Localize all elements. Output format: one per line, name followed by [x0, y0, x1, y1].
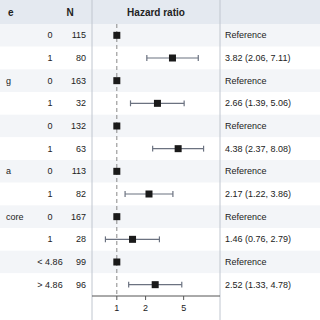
group-value: 0 [47, 30, 52, 40]
ci-cap [159, 236, 160, 242]
row-count: 28 [76, 234, 86, 244]
ci-cap [184, 100, 185, 106]
row-background [0, 137, 320, 160]
row-count: 82 [76, 189, 86, 199]
estimate-marker [113, 32, 120, 39]
estimate-label: Reference [225, 212, 267, 222]
plot-marks [105, 24, 203, 296]
estimate-label: 2.52 (1.33, 4.78) [225, 280, 291, 290]
column-header: N [66, 7, 73, 18]
estimate-marker [113, 123, 120, 130]
header-background [0, 0, 320, 24]
row-count: 99 [76, 257, 86, 267]
row-count: 80 [76, 53, 86, 63]
row-background [0, 251, 320, 274]
chart-container: eNHazard ratio0115Reference1803.82 (2.06… [0, 0, 320, 320]
estimate-marker [145, 191, 152, 198]
row-count: 132 [71, 121, 86, 131]
row-background [0, 273, 320, 296]
ci-cap [181, 282, 182, 288]
x-axis: 1 2 5 [92, 296, 220, 313]
group-value: 0 [47, 76, 52, 86]
row-count: 32 [76, 98, 86, 108]
row-count: 63 [76, 144, 86, 154]
page: {"chart_data": { "type": "forest", "head… [0, 0, 320, 320]
group-value: > 4.86 [37, 280, 62, 290]
ci-cap [203, 146, 204, 152]
row-background [0, 160, 320, 183]
row-background [0, 228, 320, 251]
row-background [0, 115, 320, 138]
row-count: 167 [71, 212, 86, 222]
ci-cap [128, 282, 129, 288]
estimate-marker [154, 100, 161, 107]
axis-line [92, 296, 220, 297]
group-value: < 4.86 [37, 257, 62, 267]
estimate-label: Reference [225, 30, 267, 40]
group-label: a [6, 166, 11, 176]
estimate-marker [175, 145, 182, 152]
column-separator [92, 0, 93, 320]
tick-mark [145, 296, 146, 300]
estimate-label: 4.38 (2.37, 8.08) [225, 144, 291, 154]
ci-cap [105, 236, 106, 242]
column-header: e [8, 7, 14, 18]
estimate-label: Reference [225, 76, 267, 86]
ci-cap [146, 55, 147, 61]
tick-mark [183, 296, 184, 300]
row-background [0, 205, 320, 228]
group-value: 0 [47, 121, 52, 131]
estimate-marker [169, 55, 176, 62]
group-value: 1 [47, 144, 52, 154]
reference-line [116, 24, 117, 296]
estimate-label: 3.82 (2.06, 7.11) [225, 53, 290, 63]
group-value: 1 [47, 53, 52, 63]
group-value: 0 [47, 212, 52, 222]
group-value: 0 [47, 166, 52, 176]
group-label: g [6, 76, 11, 86]
ci-cap [130, 100, 131, 106]
row-background [0, 183, 320, 206]
ci-cap [172, 191, 173, 197]
ci-cap [198, 55, 199, 61]
ci-cap [124, 191, 125, 197]
row-texts: 0115Reference1803.82 (2.06, 7.11)g0163Re… [6, 30, 291, 289]
estimate-label: 2.66 (1.39, 5.06) [225, 98, 291, 108]
tick-label: 1 [114, 303, 119, 313]
row-background [0, 24, 320, 47]
group-value: 1 [47, 98, 52, 108]
tick-label: 5 [181, 303, 186, 313]
row-count: 113 [72, 166, 86, 176]
estimate-marker [129, 236, 136, 243]
row-background [0, 92, 320, 115]
estimate-marker [152, 281, 159, 288]
estimate-label: 2.17 (1.22, 3.86) [225, 189, 291, 199]
estimate-label: Reference [225, 166, 267, 176]
row-count: 115 [72, 30, 86, 40]
column-header: Hazard ratio [127, 7, 185, 18]
row-count: 96 [76, 280, 86, 290]
estimate-label: 1.46 (0.76, 2.79) [225, 234, 291, 244]
group-value: 1 [47, 189, 52, 199]
row-backgrounds [0, 0, 320, 296]
estimate-marker [113, 168, 120, 175]
estimate-marker [113, 213, 120, 220]
row-count: 163 [71, 76, 86, 86]
group-label: core [6, 212, 24, 222]
group-value: 1 [47, 234, 52, 244]
row-background [0, 47, 320, 70]
ci-cap [152, 146, 153, 152]
estimate-marker [113, 259, 120, 266]
tick-label: 2 [143, 303, 148, 313]
estimate-label: Reference [225, 121, 267, 131]
estimate-label: Reference [225, 257, 267, 267]
column-separator [220, 0, 221, 320]
tick-mark [116, 296, 117, 300]
forest-plot: eNHazard ratio0115Reference1803.82 (2.06… [0, 0, 320, 320]
row-background [0, 69, 320, 92]
estimate-marker [113, 77, 120, 84]
